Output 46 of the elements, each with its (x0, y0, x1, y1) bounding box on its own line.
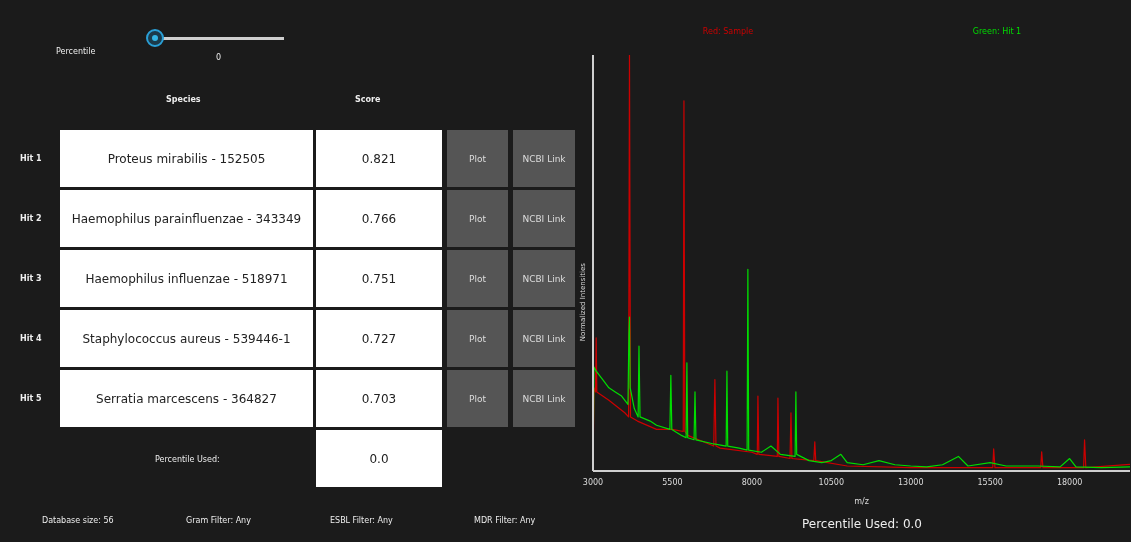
text: 0 (216, 53, 222, 62)
data-label: 0.751 (316, 250, 442, 307)
x-tick-label: 13000 (898, 477, 924, 487)
text: Percentile Used: (155, 455, 220, 464)
text: ESBL Filter: Any (330, 516, 393, 525)
x-tick-label: 3000 (582, 477, 604, 487)
text: NCBI Link (522, 393, 566, 404)
category-label: Proteus mirabilis - 152505 (60, 130, 313, 187)
category-label: Serratia marcescens - 364827 (60, 370, 313, 427)
text: Plot (469, 273, 486, 284)
category-label: Hit 1 (20, 154, 42, 163)
text: Green: Hit 1 (972, 27, 1022, 36)
text: Plot (469, 333, 486, 344)
text: Plot (469, 213, 486, 224)
text: Plot (469, 393, 486, 404)
text: Percentile (56, 47, 96, 56)
data-label: 0.766 (316, 190, 442, 247)
x-tick-label: 8000 (741, 477, 763, 487)
data-label: 0.821 (316, 130, 442, 187)
data-label: 0.703 (316, 370, 442, 427)
text: NCBI Link (522, 273, 566, 284)
text: NCBI Link (513, 130, 575, 187)
category-label: Hit 3 (20, 274, 42, 283)
text: Plot (447, 130, 508, 187)
x-tick-label: 5500 (662, 477, 683, 487)
x-axis-title: m/z (854, 497, 869, 506)
text: 0.0 (316, 430, 442, 487)
x-tick-label: 10500 (818, 477, 845, 487)
x-tick-label: 15500 (977, 477, 1003, 487)
x-tick-label: 18000 (1056, 477, 1083, 487)
category-label: Hit 4 (20, 334, 42, 343)
text: Red: Sample (702, 27, 754, 36)
text: Database size: 56 (42, 516, 114, 525)
category-label: Haemophilus parainfluenzae - 343349 (60, 190, 313, 247)
data-label: 0.727 (316, 310, 442, 367)
category-label: Hit 2 (20, 214, 42, 223)
category-label: Haemophilus influenzae - 518971 (60, 250, 313, 307)
text: Species (166, 95, 201, 104)
category-label: Hit 5 (20, 394, 42, 403)
category-label: Staphylococcus aureus - 539446-1 (60, 310, 313, 367)
text: Percentile Used: 0.0 (801, 517, 923, 531)
text: Score (355, 95, 381, 104)
text: NCBI Link (522, 333, 566, 344)
text: NCBI Link (522, 213, 566, 224)
text: Gram Filter: Any (186, 516, 251, 525)
text: MDR Filter: Any (474, 516, 536, 525)
